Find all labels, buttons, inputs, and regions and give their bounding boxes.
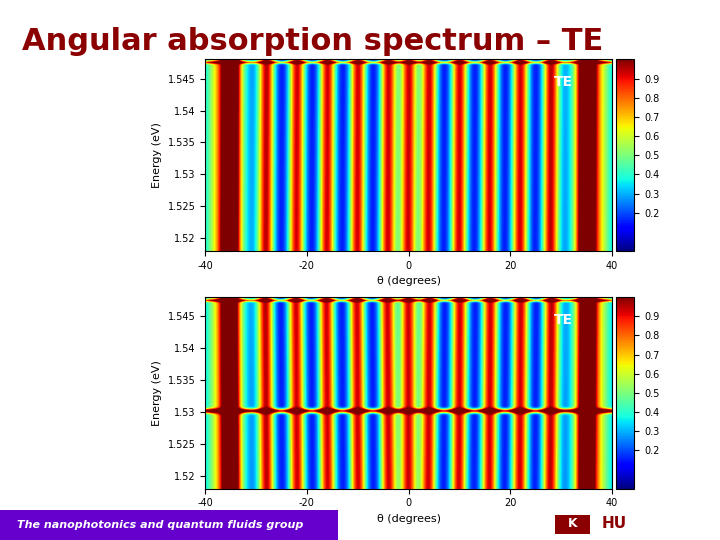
Y-axis label: Energy (eV): Energy (eV) bbox=[152, 123, 162, 188]
Text: K: K bbox=[568, 517, 577, 530]
X-axis label: θ (degrees): θ (degrees) bbox=[377, 276, 441, 286]
Text: Angular absorption spectrum – TE: Angular absorption spectrum – TE bbox=[22, 27, 603, 56]
Text: HU: HU bbox=[601, 516, 626, 531]
Text: TE: TE bbox=[554, 76, 572, 90]
Y-axis label: Energy (eV): Energy (eV) bbox=[152, 360, 162, 426]
Text: TE: TE bbox=[554, 313, 572, 327]
Text: The nanophotonics and quantum fluids group: The nanophotonics and quantum fluids gro… bbox=[17, 520, 303, 530]
Bar bbox=[555, 515, 590, 534]
X-axis label: θ (degrees): θ (degrees) bbox=[377, 514, 441, 524]
